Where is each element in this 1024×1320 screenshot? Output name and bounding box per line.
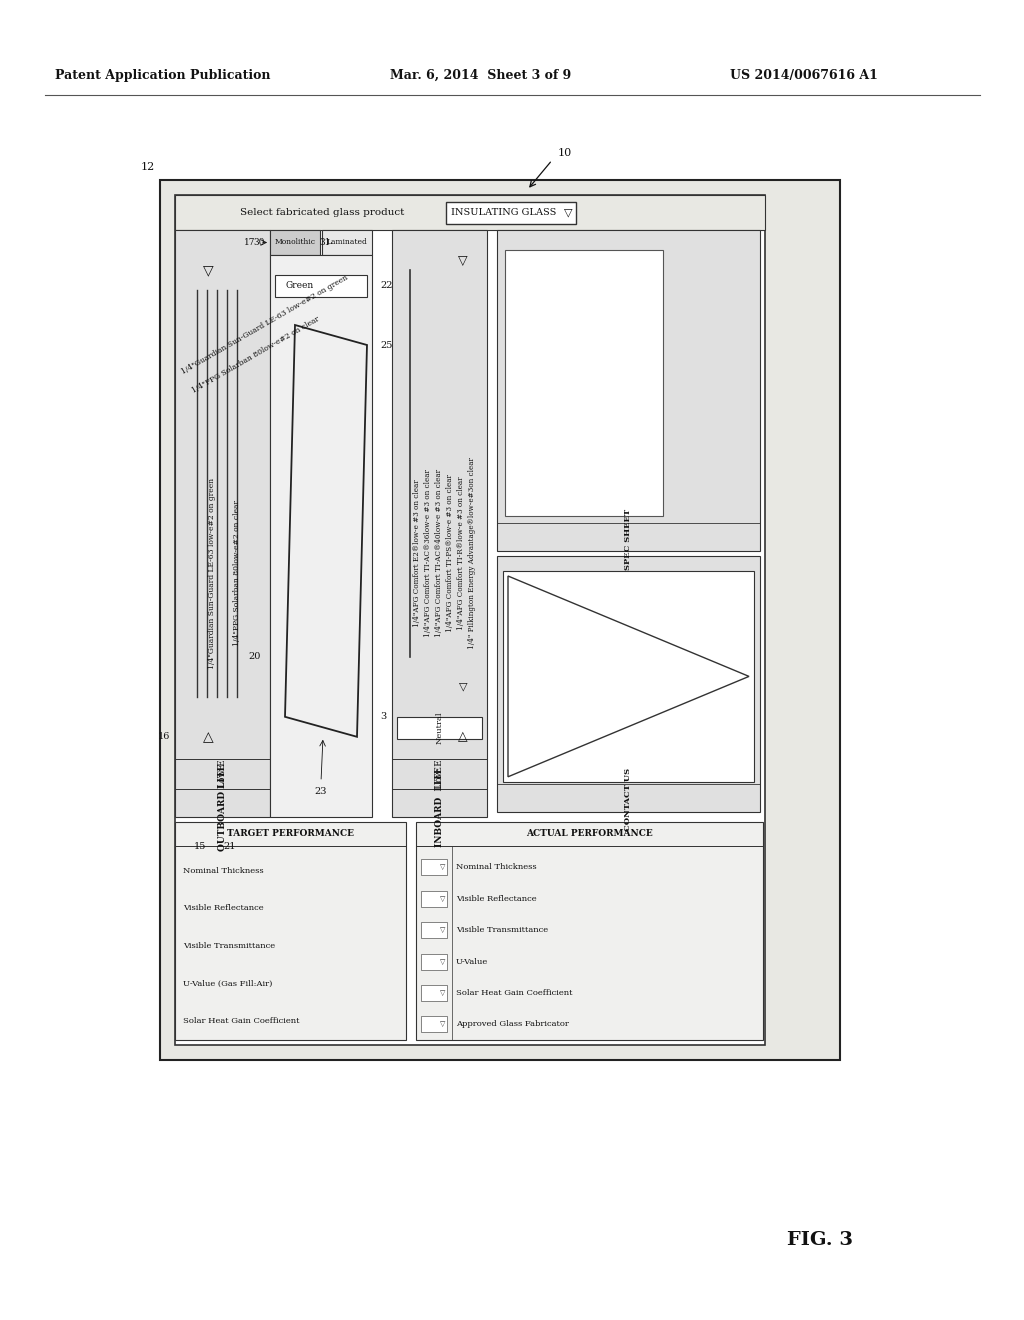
Bar bbox=[497, 556, 760, 812]
Text: ▽: ▽ bbox=[440, 958, 445, 965]
Text: ▽: ▽ bbox=[440, 990, 445, 997]
Text: Visible Reflectance: Visible Reflectance bbox=[456, 895, 537, 903]
Text: Visible Transmittance: Visible Transmittance bbox=[456, 927, 548, 935]
Text: Solar Heat Gain Coefficient: Solar Heat Gain Coefficient bbox=[456, 989, 572, 997]
Text: 1/4"AFG Comfort TI-PS®low-e #3 on clear: 1/4"AFG Comfort TI-PS®low-e #3 on clear bbox=[446, 474, 454, 632]
Bar bbox=[497, 230, 760, 550]
Text: Green: Green bbox=[285, 281, 313, 290]
Text: FIG. 3: FIG. 3 bbox=[787, 1232, 853, 1249]
Text: 15: 15 bbox=[194, 842, 206, 851]
Text: ▽: ▽ bbox=[440, 896, 445, 902]
Text: Nominal Thickness: Nominal Thickness bbox=[456, 863, 537, 871]
Bar bbox=[421, 923, 447, 939]
Text: 10: 10 bbox=[557, 148, 571, 158]
Text: Mar. 6, 2014  Sheet 3 of 9: Mar. 6, 2014 Sheet 3 of 9 bbox=[390, 69, 571, 82]
Text: U-Value (Gas Fill:Air): U-Value (Gas Fill:Air) bbox=[183, 979, 272, 987]
Bar bbox=[421, 985, 447, 1001]
Text: ▽: ▽ bbox=[440, 1022, 445, 1027]
Text: 30: 30 bbox=[254, 238, 265, 247]
Text: 21: 21 bbox=[224, 842, 237, 851]
Text: △: △ bbox=[203, 730, 214, 743]
Text: ▽: ▽ bbox=[459, 253, 468, 267]
Text: Neutral: Neutral bbox=[435, 711, 443, 744]
Text: 1/4"AFG Comfort TI-R®low-e #3 on clear: 1/4"AFG Comfort TI-R®low-e #3 on clear bbox=[457, 477, 465, 630]
Text: 3: 3 bbox=[380, 713, 386, 721]
Text: ▽: ▽ bbox=[440, 927, 445, 933]
Bar bbox=[275, 275, 367, 297]
Text: ▽: ▽ bbox=[440, 865, 445, 870]
Text: U-Value: U-Value bbox=[456, 957, 488, 966]
Text: 1/4"AFG Comfort TI-AC®36low-e #3 on clear: 1/4"AFG Comfort TI-AC®36low-e #3 on clea… bbox=[424, 469, 432, 638]
Bar bbox=[421, 1016, 447, 1032]
Bar bbox=[270, 230, 319, 255]
Text: Low E: Low E bbox=[218, 759, 227, 788]
Text: 1/4"AFG Comfort TI-AC®40low-e #3 on clear: 1/4"AFG Comfort TI-AC®40low-e #3 on clea… bbox=[435, 469, 443, 638]
Text: 12: 12 bbox=[140, 162, 155, 172]
Text: Approved Glass Fabricator: Approved Glass Fabricator bbox=[456, 1020, 569, 1028]
Text: OUTBOARD LITE: OUTBOARD LITE bbox=[218, 763, 227, 850]
Text: SPEC SHEET: SPEC SHEET bbox=[625, 508, 633, 569]
Bar bbox=[446, 202, 577, 223]
Text: INSULATING GLASS: INSULATING GLASS bbox=[452, 209, 557, 216]
Bar bbox=[160, 180, 840, 1060]
Text: Laminated: Laminated bbox=[327, 239, 368, 247]
Text: 17: 17 bbox=[244, 238, 255, 247]
Text: Visible Transmittance: Visible Transmittance bbox=[183, 942, 275, 950]
Bar bbox=[503, 572, 754, 781]
Bar bbox=[175, 195, 765, 230]
Bar bbox=[421, 859, 447, 875]
Text: 16: 16 bbox=[158, 733, 170, 742]
Text: Low E: Low E bbox=[435, 759, 444, 788]
Bar bbox=[175, 230, 270, 817]
Bar bbox=[175, 822, 406, 1040]
Text: 25: 25 bbox=[380, 341, 392, 350]
Text: Patent Application Publication: Patent Application Publication bbox=[55, 69, 270, 82]
Bar bbox=[421, 891, 447, 907]
Bar bbox=[270, 255, 372, 817]
Bar bbox=[392, 230, 487, 817]
Text: 1/4"AFG Comfort E2®low-e #3 on clear: 1/4"AFG Comfort E2®low-e #3 on clear bbox=[413, 479, 421, 627]
Text: 1/4"Guardian Sun-Guard LE-63 low-e#2 on green: 1/4"Guardian Sun-Guard LE-63 low-e#2 on … bbox=[180, 273, 349, 376]
Bar bbox=[397, 717, 482, 739]
Text: 1/4"PPG Solarban 80low-e#2 on clear: 1/4"PPG Solarban 80low-e#2 on clear bbox=[190, 315, 321, 395]
Text: ▽: ▽ bbox=[203, 263, 214, 277]
Text: 23: 23 bbox=[314, 787, 328, 796]
Text: △: △ bbox=[459, 730, 468, 743]
Text: 20: 20 bbox=[249, 652, 261, 661]
Text: ▽: ▽ bbox=[564, 207, 572, 218]
Text: Select fabricated glass product: Select fabricated glass product bbox=[241, 209, 404, 216]
Text: TARGET PERFORMANCE: TARGET PERFORMANCE bbox=[227, 829, 354, 838]
Text: 1/4"Guardian Sun-Guard LE-63 low-e#2 on green: 1/4"Guardian Sun-Guard LE-63 low-e#2 on … bbox=[209, 478, 216, 668]
Text: 1/4"PPG Solarban 80low-e#2 on clear: 1/4"PPG Solarban 80low-e#2 on clear bbox=[233, 500, 242, 645]
Text: US 2014/0067616 A1: US 2014/0067616 A1 bbox=[730, 69, 878, 82]
Bar bbox=[505, 249, 663, 516]
Bar bbox=[322, 230, 372, 255]
Text: CONTACT US: CONTACT US bbox=[625, 768, 633, 832]
Text: Monolithic: Monolithic bbox=[274, 239, 315, 247]
Text: INBOARD  LITE: INBOARD LITE bbox=[435, 767, 444, 847]
Bar bbox=[175, 195, 765, 1045]
Text: 31: 31 bbox=[319, 238, 331, 247]
Text: ▽: ▽ bbox=[459, 682, 468, 692]
Bar bbox=[421, 953, 447, 970]
Bar bbox=[416, 822, 763, 1040]
Text: ACTUAL PERFORMANCE: ACTUAL PERFORMANCE bbox=[526, 829, 653, 838]
Text: Solar Heat Gain Coefficient: Solar Heat Gain Coefficient bbox=[183, 1018, 299, 1026]
Text: 22: 22 bbox=[380, 281, 392, 290]
Text: Visible Reflectance: Visible Reflectance bbox=[183, 904, 263, 912]
Text: Nominal Thickness: Nominal Thickness bbox=[183, 867, 263, 875]
Text: 1/4" Pilkington Energy Advantage®low-e#3on clear: 1/4" Pilkington Energy Advantage®low-e#3… bbox=[468, 457, 476, 649]
